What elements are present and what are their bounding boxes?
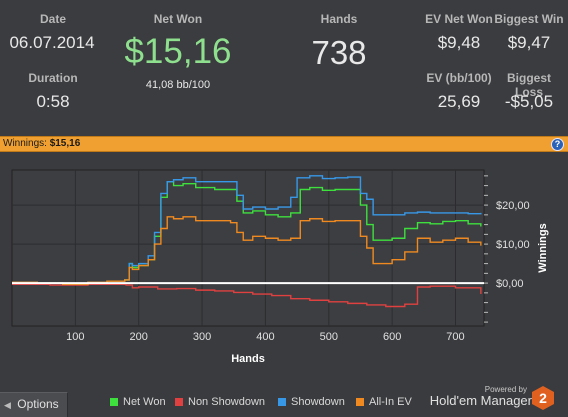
- winnings-chart: 100 200 300 400 500 600 700 $0,00 $10,00 $20,00 Ha…: [0, 152, 568, 384]
- x-tick-label: 500: [320, 331, 338, 343]
- x-tick-label: 100: [66, 331, 84, 343]
- series-line-showdown: [12, 175, 482, 285]
- duration-value: 0:58: [36, 92, 70, 111]
- series-line-non-showdown: [12, 283, 482, 308]
- plot-area: [11, 169, 485, 327]
- net-won-bb100: 41,08 bb/100: [145, 79, 211, 91]
- biggest-win-label: Biggest Win: [494, 12, 564, 26]
- legend-all-in-ev: All-In EV: [356, 396, 412, 408]
- legend-label-showdown: Showdown: [291, 396, 345, 408]
- date-label: Date: [39, 12, 66, 26]
- duration-label: Duration: [28, 71, 78, 85]
- brand-name: Hold'em Manager: [429, 393, 532, 408]
- legend-swatch-non-showdown: [175, 398, 183, 406]
- legend-label-net-won: Net Won: [123, 396, 166, 408]
- net-won-label: Net Won: [153, 12, 203, 26]
- y-tick-label: $20,00: [496, 200, 530, 212]
- ev-bb100-label: EV (bb/100): [426, 71, 492, 85]
- legend-swatch-showdown: [278, 398, 286, 406]
- ev-net-won-label: EV Net Won: [425, 12, 493, 26]
- ev-bb100-value: 25,69: [437, 92, 481, 111]
- winnings-chart-svg: 100 200 300 400 500 600 700 $0,00 $10,00 $20,00 Ha…: [11, 169, 549, 365]
- hands-value: 738: [311, 34, 367, 71]
- legend-swatch-net-won: [110, 398, 118, 406]
- x-axis-title: Hands: [231, 353, 265, 365]
- ev-net-won-value: $9,48: [437, 33, 481, 52]
- options-arrow-icon: ◀: [4, 400, 11, 410]
- x-tick-label: 700: [446, 331, 464, 343]
- winnings-bar-value: $15,16: [49, 138, 81, 149]
- biggest-loss-label: Biggest Loss: [506, 71, 551, 99]
- series-line-all-in-ev: [12, 216, 482, 285]
- y-axis-title: Winnings: [537, 223, 549, 272]
- hm2-logo-icon: 2: [532, 386, 554, 410]
- legend-net-won: Net Won: [110, 396, 166, 408]
- biggest-loss-value: -$5,05: [504, 92, 554, 111]
- options-label: Options: [17, 397, 59, 411]
- legend-non-showdown: Non Showdown: [175, 396, 265, 408]
- winnings-bar: Winnings: $15,16 ?: [0, 136, 568, 152]
- legend-label-non-showdown: Non Showdown: [188, 396, 266, 408]
- winnings-bar-label: Winnings:: [3, 138, 47, 149]
- biggest-win-value: $9,47: [507, 33, 551, 52]
- x-tick-label: 400: [256, 331, 274, 343]
- x-tick-label: 600: [383, 331, 401, 343]
- date-value: 06.07.2014: [9, 33, 95, 52]
- legend-label-all-in-ev: All-In EV: [369, 396, 412, 408]
- powered-by-label: Powered by: [484, 385, 527, 394]
- stats-panel: Date 06.07.2014 Duration 0:58 Net Won $1…: [0, 0, 568, 136]
- hands-label: Hands: [320, 12, 358, 26]
- options-button[interactable]: ◀ Options: [0, 392, 68, 417]
- legend-swatch-all-in-ev: [356, 398, 364, 406]
- legend-showdown: Showdown: [278, 396, 345, 408]
- y-tick-label: $10,00: [496, 239, 530, 251]
- y-tick-label: $0,00: [496, 278, 524, 290]
- net-won-value: $15,16: [124, 32, 232, 71]
- help-icon[interactable]: ?: [551, 138, 564, 151]
- x-tick-label: 200: [130, 331, 148, 343]
- x-tick-label: 300: [193, 331, 211, 343]
